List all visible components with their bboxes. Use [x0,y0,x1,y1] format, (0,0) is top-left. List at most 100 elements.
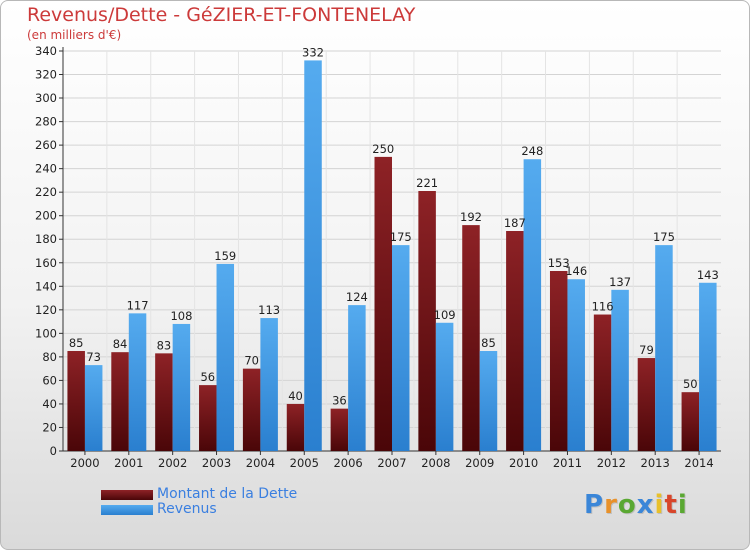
x-tick-label: 2013 [641,456,670,470]
data-label-dette-2003: 56 [200,370,215,384]
bar-dette-2004 [242,368,261,451]
bar-revenus-2012 [611,289,629,451]
data-label-revenus-2003: 159 [214,249,236,263]
data-label-revenus-2014: 143 [697,268,719,282]
bar-revenus-2014 [699,282,717,451]
data-label-dette-2012: 116 [592,300,614,314]
data-label-revenus-2001: 117 [127,298,149,312]
y-tick-label: 240 [35,162,57,176]
bar-dette-2005 [286,403,305,451]
x-tick-label: 2011 [553,456,582,470]
data-label-dette-2004: 70 [244,354,259,368]
y-tick-label: 220 [35,185,57,199]
data-label-revenus-2012: 137 [609,275,631,289]
data-label-dette-2011: 153 [548,256,570,270]
axes: 0 20 40 60 80 100 120 140 160 180 200 220 240 260 280 3… [35,44,721,470]
bar-revenus-2009 [479,351,498,451]
data-label-revenus-2005: 332 [302,45,324,59]
x-tick-label: 2005 [290,456,319,470]
x-tick-label: 2008 [421,456,450,470]
x-tick-label: 2012 [597,456,626,470]
x-tick-label: 2003 [202,456,231,470]
data-label-dette-2001: 84 [113,337,128,351]
y-tick-label: 320 [35,68,57,82]
y-tick-label: 300 [35,91,57,105]
legend-label-dette: Montant de la Dette [157,486,298,502]
bar-dette-2014 [681,392,700,451]
bar-dette-2012 [593,314,612,451]
legend-swatch-dette [101,490,153,500]
data-label-dette-2000: 85 [69,336,84,350]
x-tick-label: 2006 [333,456,362,470]
data-label-dette-2010: 187 [504,216,526,230]
chart-subtitle: (en milliers d'€) [27,28,122,42]
data-label-revenus-2006: 124 [346,290,368,304]
y-tick-label: 340 [35,44,57,58]
data-label-revenus-2000: 73 [86,350,101,364]
bar-revenus-2004 [260,318,278,451]
data-label-dette-2002: 83 [157,338,172,352]
bar-revenus-2010 [523,159,542,451]
y-tick-label: 20 [42,420,57,434]
y-tick-label: 100 [35,326,57,340]
y-tick-label: 60 [42,373,57,387]
bar-revenus-2008 [435,322,454,451]
bar-dette-2007 [374,156,392,451]
x-tick-label: 2001 [114,456,143,470]
bar-revenus-2007 [392,245,410,451]
data-label-revenus-2011: 146 [565,264,587,278]
y-tick-label: 280 [35,115,57,129]
data-label-revenus-2008: 109 [434,308,456,322]
y-tick-label: 120 [35,303,57,317]
legend-swatch-revenus [101,505,153,515]
y-tick-label: 140 [35,279,57,293]
bar-dette-2008 [418,191,436,451]
bar-dette-2009 [462,225,480,451]
bar-revenus-2006 [348,305,366,451]
bar-dette-2001 [111,352,129,451]
bar-dette-2006 [330,408,349,451]
data-label-dette-2005: 40 [288,389,303,403]
data-label-revenus-2010: 248 [521,144,543,158]
data-label-revenus-2007: 175 [390,230,412,244]
bar-dette-2013 [637,358,656,451]
bar-dette-2003 [199,385,217,451]
x-tick-label: 2007 [377,456,406,470]
bar-revenus-2003 [216,263,235,451]
data-label-revenus-2004: 113 [258,303,280,317]
bar-dette-2002 [155,353,173,451]
y-tick-label: 160 [35,256,57,270]
chart-title: Revenus/Dette - GéZIER-ET-FONTENELAY [27,4,416,26]
legend-label-revenus: Revenus [157,501,217,517]
bar-revenus-2000 [84,365,103,451]
x-tick-label: 2010 [509,456,538,470]
x-tick-label: 2004 [246,456,275,470]
bar-revenus-2013 [655,245,673,451]
x-tick-label: 2014 [684,456,713,470]
data-label-dette-2006: 36 [332,394,347,408]
bars [67,60,717,451]
bar-revenus-2002 [172,323,191,451]
y-tick-label: 180 [35,232,57,246]
y-tick-label: 0 [50,444,57,458]
bar-dette-2011 [549,271,568,451]
bar-revenus-2001 [128,313,147,451]
data-label-dette-2014: 50 [683,377,698,391]
proxiti-logo: Proxiti [584,490,688,520]
y-tick-label: 40 [42,397,57,411]
data-label-dette-2009: 192 [460,210,482,224]
bar-chart: 0 20 40 60 80 100 120 140 160 180 200 220 240 260 280 3… [35,44,721,470]
y-tick-label: 200 [35,209,57,223]
bar-revenus-2011 [567,279,585,451]
data-label-revenus-2002: 108 [170,309,192,323]
data-labels: 8573841178310856159701134033236124250175… [69,45,719,407]
x-tick-label: 2009 [465,456,494,470]
data-label-revenus-2009: 85 [481,336,496,350]
data-label-revenus-2013: 175 [653,230,675,244]
bar-revenus-2005 [304,60,322,451]
y-tick-label: 80 [42,350,57,364]
data-label-dette-2013: 79 [639,343,654,357]
data-label-dette-2008: 221 [416,176,438,190]
y-tick-label: 260 [35,138,57,152]
